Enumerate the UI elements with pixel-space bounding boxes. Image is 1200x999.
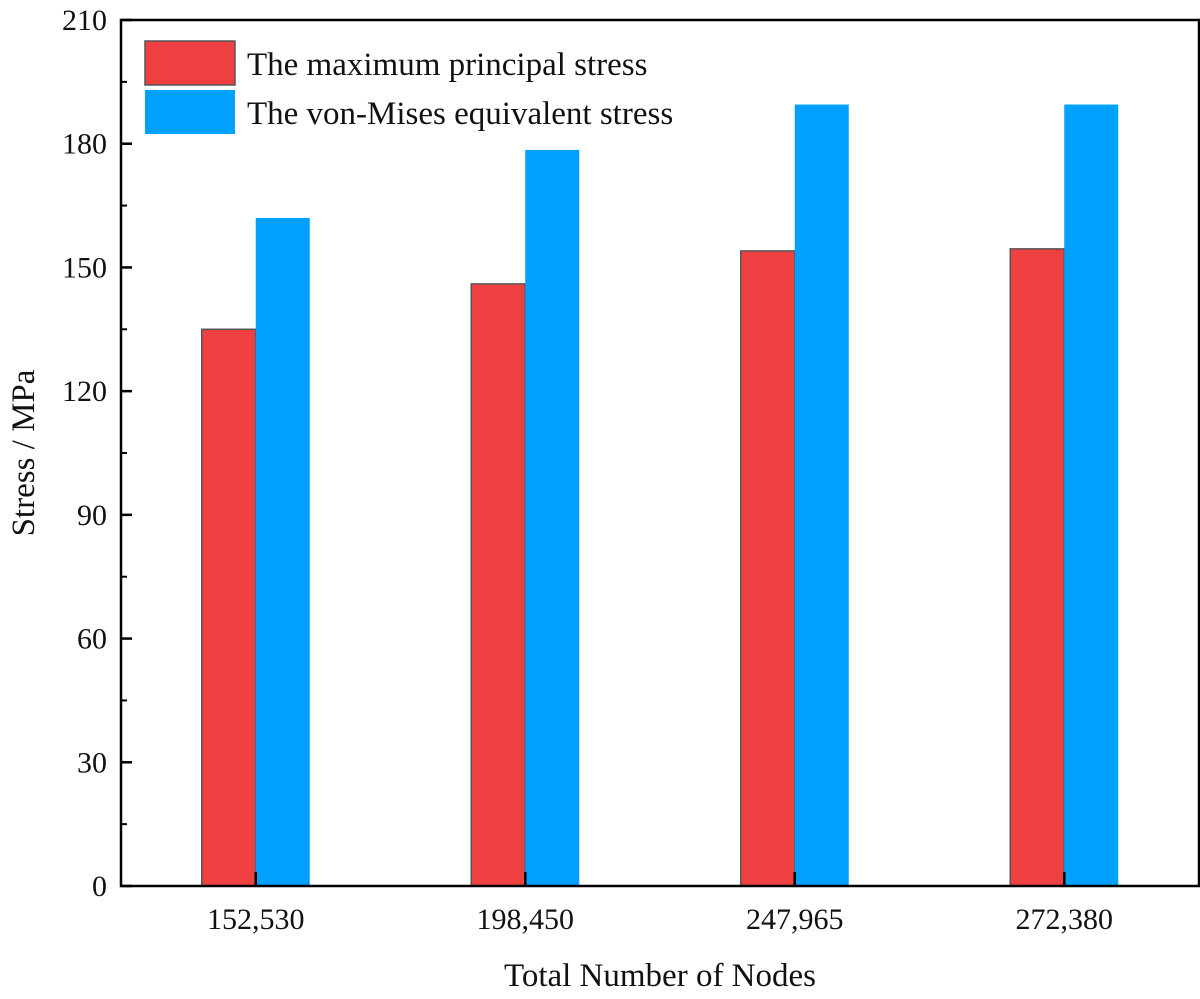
y-tick-label: 30 bbox=[77, 746, 107, 779]
legend-label-series-2: The von-Mises equivalent stress bbox=[247, 96, 673, 132]
legend: The maximum principal stress The von-Mis… bbox=[144, 40, 673, 134]
y-tick-label: 150 bbox=[62, 251, 107, 284]
legend-label-series-1: The maximum principal stress bbox=[247, 47, 648, 83]
x-tick-label: 272,380 bbox=[1016, 903, 1114, 936]
bar-series-2-2 bbox=[525, 149, 580, 886]
x-tick-label: 152,530 bbox=[207, 903, 305, 936]
bar-series-1-3 bbox=[740, 250, 796, 887]
bars-layer bbox=[201, 104, 1119, 887]
y-tick-label: 210 bbox=[62, 4, 107, 37]
bar-series-1-1 bbox=[201, 328, 257, 887]
ticks-layer: 152,530 198,450 247,965 272,380 0 30 60 90 120 15… bbox=[62, 4, 1113, 936]
legend-swatch-series-1 bbox=[144, 40, 236, 86]
legend-swatch-series-2 bbox=[145, 90, 235, 134]
x-axis-title: Total Number of Nodes bbox=[504, 958, 816, 994]
x-tick-label: 198,450 bbox=[477, 903, 575, 936]
y-tick-label: 90 bbox=[77, 499, 107, 532]
y-tick-label: 60 bbox=[77, 623, 107, 656]
y-tick-label: 180 bbox=[62, 128, 107, 161]
y-tick-label: 0 bbox=[92, 870, 107, 903]
bar-series-2-4 bbox=[1064, 104, 1119, 887]
y-axis-title: Stress / MPa bbox=[6, 369, 42, 536]
x-tick-label: 247,965 bbox=[746, 903, 844, 936]
bar-series-1-4 bbox=[1009, 248, 1065, 887]
bar-series-2-3 bbox=[794, 104, 849, 887]
bar-series-2-1 bbox=[255, 217, 310, 886]
y-tick-label: 120 bbox=[62, 375, 107, 408]
bar-series-1-2 bbox=[470, 283, 526, 887]
